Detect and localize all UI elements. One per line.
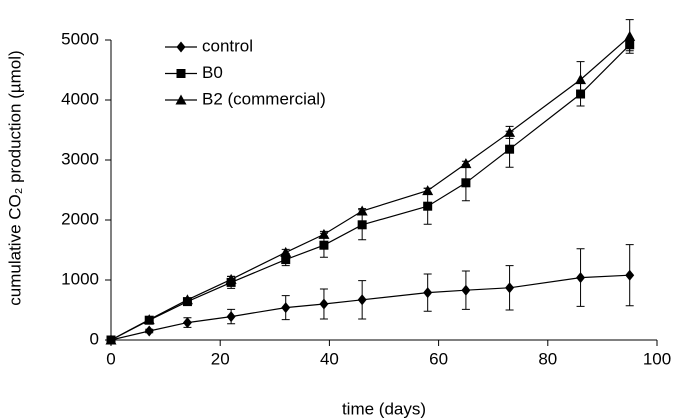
- x-tick-label: 80: [538, 349, 557, 368]
- marker: [280, 246, 292, 257]
- marker: [176, 69, 186, 78]
- x-tick-label: 0: [106, 349, 115, 368]
- marker: [175, 94, 187, 105]
- y-tick-label: 1000: [61, 269, 99, 288]
- marker: [422, 185, 434, 196]
- marker: [460, 158, 472, 169]
- legend-label: B0: [202, 63, 223, 82]
- x-tick-label: 20: [211, 349, 230, 368]
- marker: [504, 126, 516, 137]
- marker: [143, 314, 155, 325]
- y-axis-title: cumulative CO₂ production (µmol): [5, 50, 24, 305]
- marker: [423, 287, 433, 299]
- marker: [181, 294, 193, 305]
- marker: [281, 255, 291, 265]
- marker: [226, 311, 236, 323]
- marker: [356, 205, 368, 216]
- marker: [281, 302, 291, 314]
- x-axis-title: time (days): [342, 399, 426, 418]
- marker: [357, 220, 367, 230]
- marker: [357, 294, 367, 306]
- x-tick-label: 100: [643, 349, 671, 368]
- marker: [575, 74, 587, 85]
- marker: [505, 282, 515, 294]
- marker: [505, 144, 515, 154]
- x-tick-label: 40: [320, 349, 339, 368]
- y-tick-label: 3000: [61, 149, 99, 168]
- marker: [319, 298, 329, 310]
- legend-label: control: [202, 36, 253, 55]
- marker: [182, 317, 192, 329]
- marker: [576, 272, 586, 284]
- marker: [105, 334, 117, 345]
- marker: [625, 269, 635, 281]
- marker: [624, 30, 636, 41]
- marker: [144, 325, 154, 337]
- series-line: [110, 274, 630, 341]
- y-tick-label: 5000: [61, 29, 99, 48]
- marker: [225, 273, 237, 284]
- y-tick-label: 4000: [61, 89, 99, 108]
- series-line: [110, 35, 631, 341]
- marker: [319, 240, 329, 250]
- series-line: [110, 44, 631, 341]
- x-tick-label: 60: [429, 349, 448, 368]
- legend-label: B2 (commercial): [202, 89, 326, 108]
- marker: [176, 41, 186, 53]
- marker: [461, 178, 471, 188]
- y-tick-label: 2000: [61, 209, 99, 228]
- marker: [461, 284, 471, 296]
- y-tick-label: 0: [90, 329, 99, 348]
- marker: [423, 201, 433, 211]
- marker: [318, 228, 330, 239]
